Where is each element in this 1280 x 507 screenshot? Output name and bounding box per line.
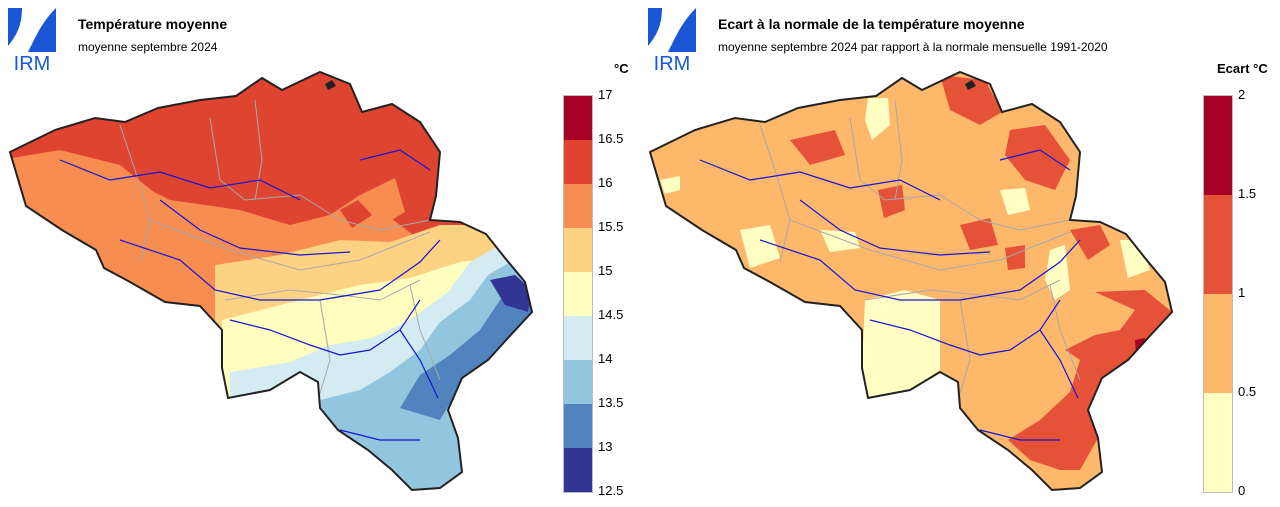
map-title: Ecart à la normale de la température moy… <box>718 16 1025 32</box>
colorbar-anomaly <box>1203 95 1233 493</box>
legend-unit: °C <box>614 61 629 76</box>
colorbar-tick-label: 14 <box>598 351 613 366</box>
colorbar-temperature <box>563 95 593 493</box>
zone-1-1.5 <box>940 75 1002 125</box>
colorbar-segment <box>564 404 592 448</box>
colorbar-segment <box>564 360 592 404</box>
map-subtitle: moyenne septembre 2024 par rapport à la … <box>718 40 1108 54</box>
colorbar-tick-label: 15.5 <box>598 219 624 234</box>
colorbar-tick-label: 0 <box>1238 483 1246 498</box>
colorbar-segment <box>1204 294 1232 393</box>
colorbar-tick-label: 13.5 <box>598 395 624 410</box>
colorbar-segment <box>564 448 592 492</box>
colorbar-tick-label: 12.5 <box>598 483 624 498</box>
legend-unit: Ecart °C <box>1217 61 1268 76</box>
panel-temperature-anomaly: IRM Ecart à la normale de la température… <box>640 0 1280 507</box>
colorbar-segment <box>1204 96 1232 195</box>
colorbar-segment <box>564 228 592 272</box>
anomaly-map <box>649 71 1173 491</box>
irm-logo: IRM <box>8 8 56 72</box>
colorbar-segment <box>564 96 592 140</box>
colorbar-segment <box>564 184 592 228</box>
irm-logo-text: IRM <box>654 53 691 72</box>
colorbar-tick-label: 16.5 <box>598 131 624 146</box>
colorbar-segment <box>564 316 592 360</box>
temperature-map <box>9 71 533 491</box>
colorbar-tick-label: 13 <box>598 439 613 454</box>
panel-mean-temperature: IRM Température moyenne moyenne septembr… <box>8 8 629 498</box>
colorbar-tick-label: 2 <box>1238 87 1246 102</box>
colorbar-tick-label: 14.5 <box>598 307 624 322</box>
irm-logo-text: IRM <box>14 53 51 72</box>
map-title: Température moyenne <box>78 16 228 32</box>
zone-12.5-13 <box>490 275 532 312</box>
colorbar-segment <box>1204 393 1232 492</box>
colorbar-segment <box>564 272 592 316</box>
colorbar-tick-label: 15 <box>598 263 613 278</box>
colorbar-tick-label: 1 <box>1238 285 1246 300</box>
zone-0.5-1 <box>650 72 1172 490</box>
zone-13-13.5 <box>400 280 532 420</box>
colorbar-segment <box>564 140 592 184</box>
colorbar-tick-label: 1.5 <box>1238 186 1257 201</box>
map-subtitle: moyenne septembre 2024 <box>78 40 218 54</box>
zone-0-0.5 <box>862 290 940 398</box>
colorbar-tick-label: 16 <box>598 175 613 190</box>
colorbar-tick-label: 17 <box>598 87 613 102</box>
colorbar-tick-label: 0.5 <box>1238 384 1257 399</box>
colorbar-segment <box>1204 195 1232 294</box>
irm-logo: IRM <box>648 8 696 72</box>
